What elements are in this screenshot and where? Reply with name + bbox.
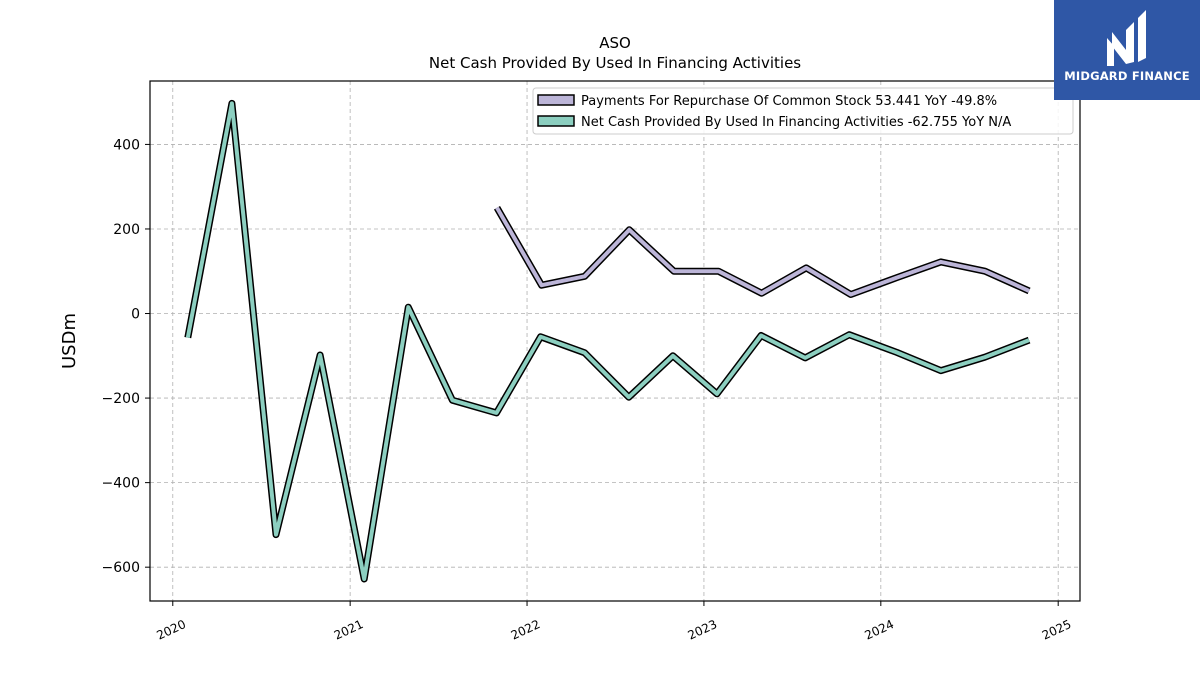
series-line (495, 206, 1030, 297)
y-tick-label: −200 (102, 391, 140, 407)
x-tick-label: 2023 (686, 617, 720, 643)
series-lines (184, 99, 1031, 583)
legend-frame (532, 87, 1074, 135)
plot-frame (149, 80, 1081, 602)
y-tick-label: 400 (113, 137, 140, 153)
series-line (185, 101, 1030, 581)
y-tick-label: 200 (113, 222, 140, 238)
x-tick-label: 2021 (332, 617, 366, 643)
legend: Payments For Repurchase Of Common Stock … (532, 87, 1074, 135)
brand-name: MIDGARD FINANCE (1064, 69, 1190, 83)
legend-swatch (537, 115, 575, 127)
legend-swatch (537, 94, 575, 106)
series-line-outline (184, 99, 1031, 583)
legend-label: Net Cash Provided By Used In Financing A… (581, 115, 1011, 130)
x-tick-label: 2025 (1040, 617, 1074, 643)
y-axis-label: USDm (59, 313, 80, 369)
chart-title: ASO (599, 34, 631, 52)
x-tick-label: 2020 (154, 617, 188, 643)
brand-logo: MIDGARD FINANCE (1054, 0, 1200, 100)
brand-mark-icon (1107, 10, 1146, 66)
legend-label: Payments For Repurchase Of Common Stock … (581, 94, 997, 109)
y-tick-label: 0 (131, 307, 140, 323)
x-tick-label: 2024 (862, 617, 896, 643)
x-tick-label: 2022 (509, 617, 543, 643)
y-tick-label: −600 (102, 560, 140, 576)
chart-subtitle: Net Cash Provided By Used In Financing A… (429, 54, 801, 72)
series-line-outline (493, 206, 1031, 298)
y-tick-label: −400 (102, 476, 140, 492)
grid (150, 81, 1080, 601)
